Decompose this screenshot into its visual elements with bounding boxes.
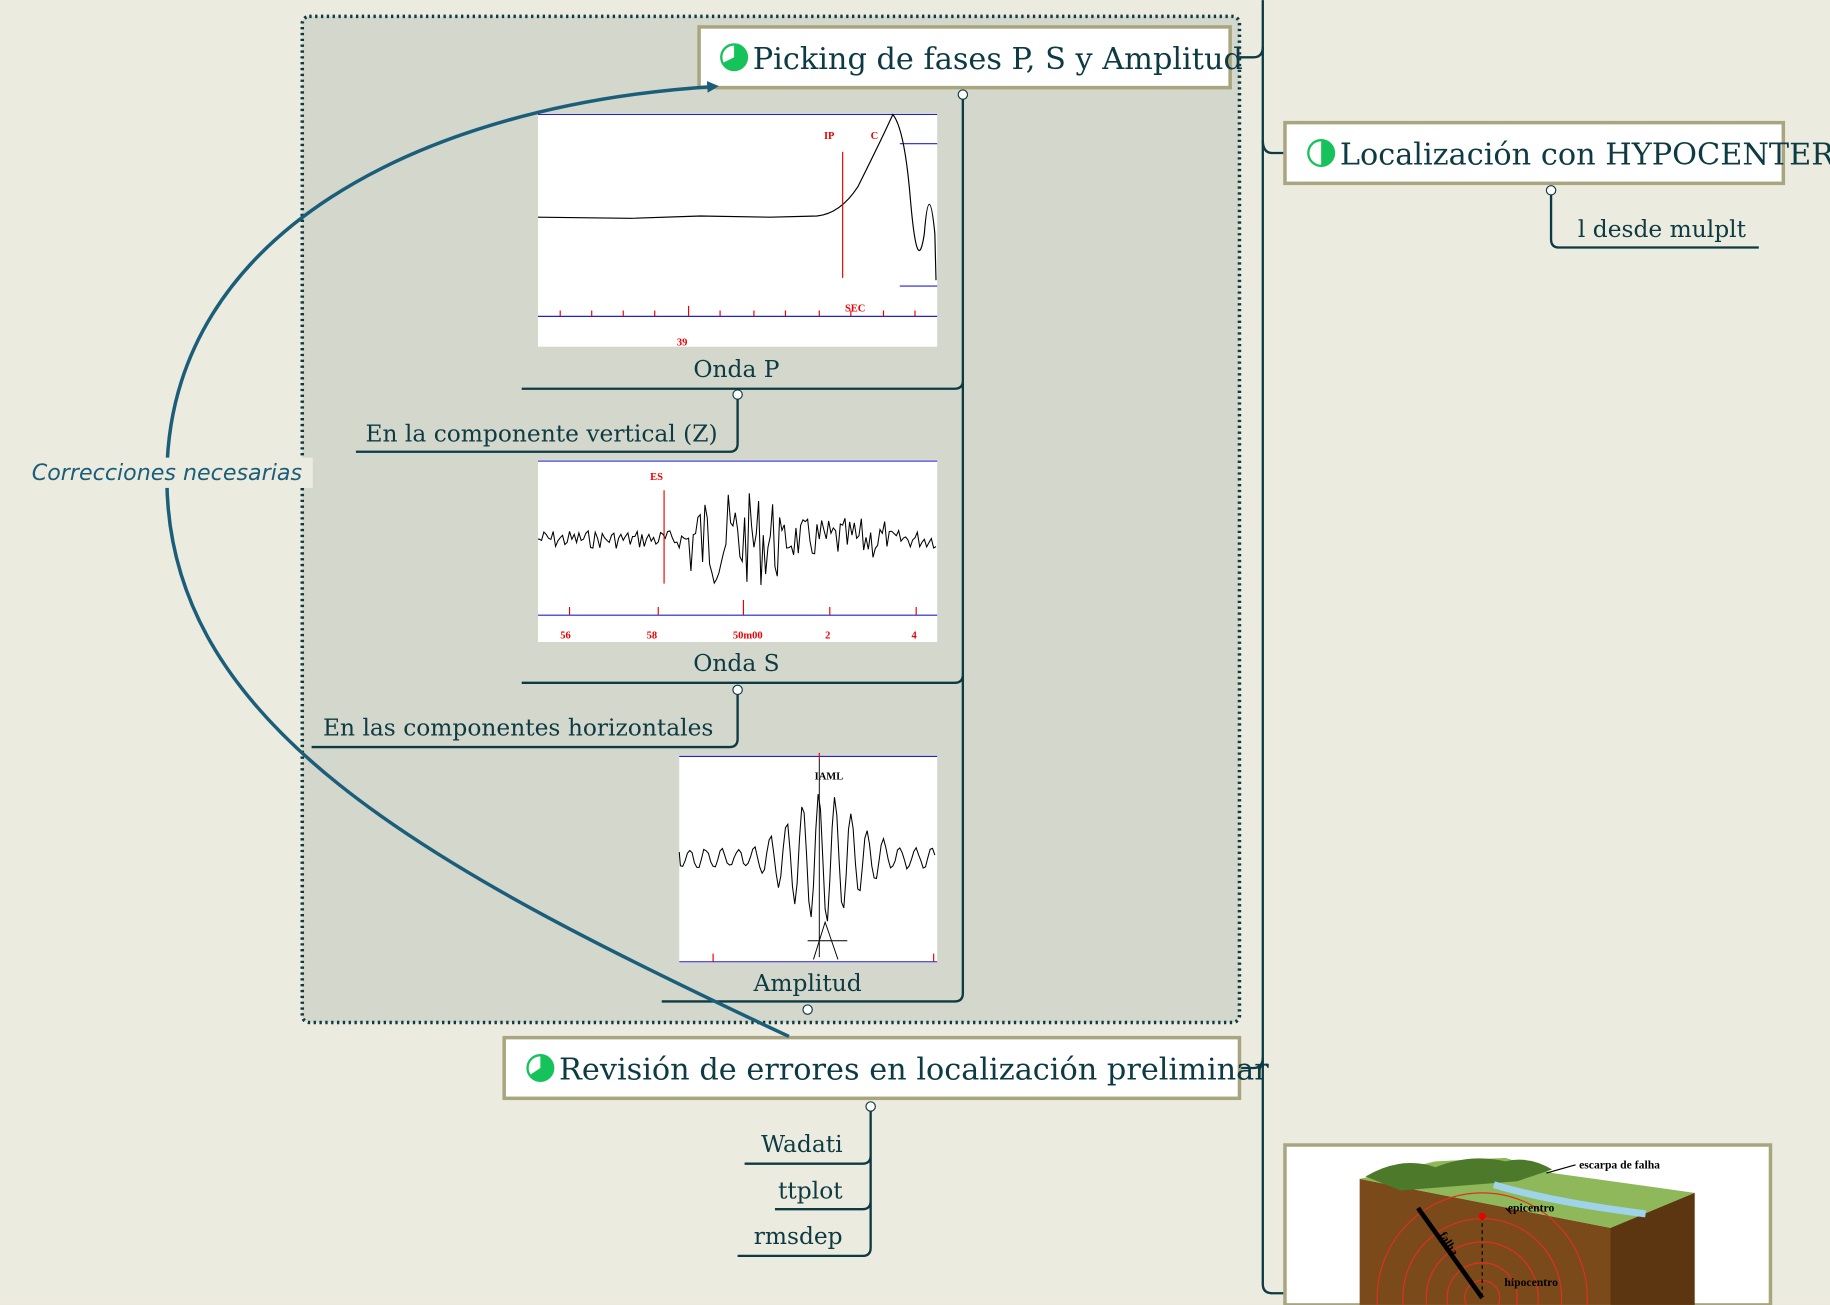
- connector: [311, 694, 739, 749]
- collapse-dot[interactable]: [957, 89, 969, 100]
- diagram-label: hipocentro: [1504, 1276, 1558, 1289]
- collapse-dot[interactable]: [1545, 185, 1557, 196]
- decoration: [679, 755, 938, 963]
- topic-label: l desde mulplt: [1578, 215, 1747, 243]
- topic[interactable]: Picking de fases P, S y Amplitud: [697, 25, 1243, 90]
- decoration: [568, 599, 917, 616]
- decoration: [538, 113, 938, 317]
- decoration: [537, 493, 937, 586]
- decoration: [502, 1035, 1242, 1101]
- axis-label: 58: [647, 630, 658, 641]
- topic-title: Revisión de errores en localización prel…: [559, 1053, 1269, 1088]
- seismogram-s: ES 56 58 50m00 2 4: [537, 459, 938, 642]
- relationship-label: Correcciones necesarias: [32, 460, 303, 486]
- connector: [737, 1111, 872, 1258]
- decoration: [1376, 1192, 1588, 1305]
- branch: [1231, 46, 1264, 59]
- block-diagram: escarpa de falha epicentro falha hipocen…: [1283, 1143, 1773, 1305]
- phase-label: C: [871, 131, 879, 142]
- decoration: [807, 758, 848, 960]
- trunk: [1261, 0, 1285, 1295]
- topic-label: rmsdep: [754, 1222, 843, 1250]
- phase-label: IP: [824, 131, 835, 142]
- relationship-label-bg: [18, 457, 313, 488]
- axis-label: 50m00: [733, 630, 763, 641]
- decoration: [678, 793, 936, 922]
- decoration: [1446, 1262, 1518, 1305]
- topic-title: Picking de fases P, S y Amplitud: [753, 42, 1243, 77]
- decoration: [1505, 1164, 1576, 1215]
- decoration: [1492, 1181, 1647, 1218]
- branch: [1240, 1057, 1264, 1070]
- phase-label: ES: [650, 472, 663, 483]
- axis-label: 39: [677, 338, 688, 349]
- topic-label: Onda P: [693, 355, 779, 383]
- decoration: [1321, 140, 1334, 166]
- decoration: [529, 1055, 554, 1081]
- connector: [1549, 195, 1759, 249]
- phase-label: IAML: [815, 772, 844, 783]
- decoration: [1610, 1192, 1695, 1305]
- decoration: [538, 113, 938, 347]
- decoration: [538, 459, 938, 642]
- decoration: [1425, 1241, 1539, 1305]
- topic-label: En la componente vertical (Z): [365, 419, 717, 447]
- topic-label: Amplitud: [753, 969, 862, 997]
- connector: [521, 99, 965, 1003]
- seismogram-p: IP C SEC 39: [538, 113, 938, 349]
- topic-title: Localización con HYPOCENTER: [1340, 138, 1830, 173]
- decoration: [1283, 120, 1786, 186]
- topic-label: En las componentes horizontales: [323, 713, 713, 741]
- collapse-dot[interactable]: [865, 1101, 876, 1112]
- topic-label: Wadati: [761, 1130, 843, 1158]
- axis-label: SEC: [845, 304, 865, 315]
- axis-label: 56: [560, 630, 571, 641]
- diagram-label: escarpa de falha: [1579, 1158, 1660, 1171]
- decoration: [697, 25, 1232, 90]
- branch: [1261, 140, 1285, 155]
- seismogram-amplitude: IAML: [678, 752, 938, 963]
- axis-label: 2: [825, 630, 830, 641]
- topic[interactable]: Revisión de errores en localización prel…: [502, 1035, 1269, 1101]
- topic-label: ttplot: [778, 1177, 843, 1205]
- decoration: [1416, 1206, 1485, 1300]
- connector: [355, 399, 739, 453]
- decoration: [538, 460, 938, 616]
- topic[interactable]: Localización con HYPOCENTER: [1283, 120, 1830, 186]
- collapse-dot[interactable]: [732, 389, 743, 400]
- topic-label: Onda S: [693, 649, 779, 677]
- diagram-label: epicentro: [1508, 1202, 1555, 1215]
- decoration: [559, 305, 916, 317]
- decoration: [1478, 1212, 1486, 1220]
- collapse-dot[interactable]: [802, 1004, 813, 1015]
- decoration: [722, 44, 747, 71]
- decoration: [679, 755, 938, 963]
- decoration: [538, 113, 937, 281]
- decoration: [712, 752, 935, 962]
- collapse-dot[interactable]: [732, 684, 743, 696]
- axis-label: 4: [911, 630, 917, 641]
- decoration: [1365, 1158, 1553, 1191]
